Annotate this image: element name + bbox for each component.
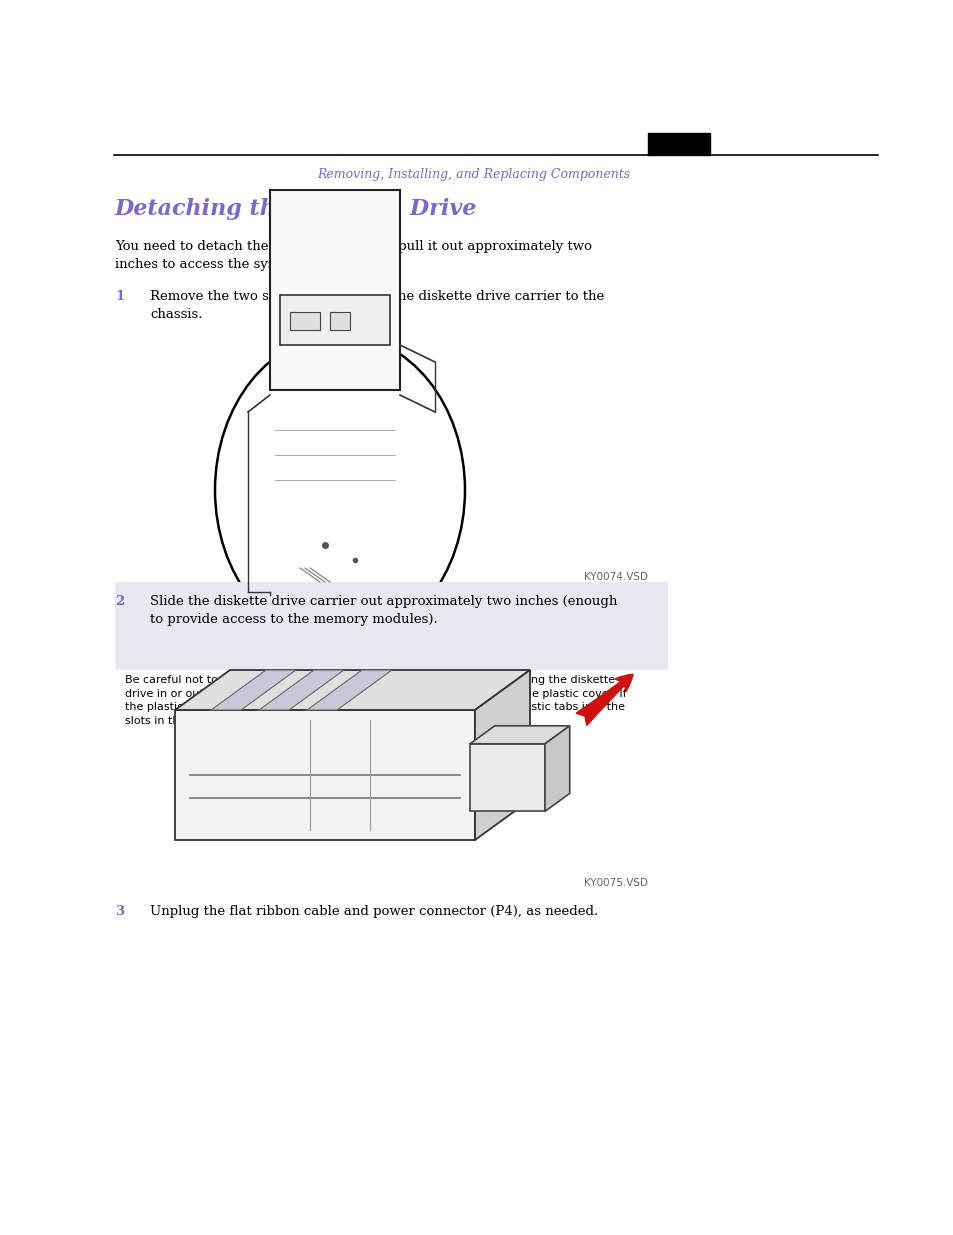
Text: KY0074.VSD: KY0074.VSD [583,572,647,582]
Polygon shape [470,726,569,743]
Polygon shape [544,726,569,811]
Polygon shape [475,671,530,840]
Polygon shape [307,671,392,710]
Polygon shape [470,743,544,811]
Text: 1: 1 [115,290,124,303]
Text: You need to detach the diskette drive and pull it out approximately two
inches t: You need to detach the diskette drive an… [115,240,592,270]
Text: Unplug the flat ribbon cable and power connector (P4), as needed.: Unplug the flat ribbon cable and power c… [150,905,598,918]
Polygon shape [174,671,530,710]
Bar [280,295,390,345]
Text: 3: 3 [115,905,124,918]
Bar [330,312,350,330]
Polygon shape [211,671,295,710]
FancyBboxPatch shape [115,582,667,671]
Text: Removing, Installing, and Replacing Components: Removing, Installing, and Replacing Comp… [316,168,629,182]
Bar [647,133,709,156]
Text: 2: 2 [115,595,124,608]
Text: 39: 39 [667,158,690,177]
Bar [270,190,399,390]
Text: Be careful not to hook the plastic LED and power-switch cover when sliding the d: Be careful not to hook the plastic LED a… [125,676,626,726]
Polygon shape [258,671,344,710]
Text: Detaching the Diskette Drive: Detaching the Diskette Drive [115,198,476,220]
Polygon shape [174,710,475,840]
Bar [290,312,319,330]
Text: Slide the diskette drive carrier out approximately two inches (enough
to provide: Slide the diskette drive carrier out app… [150,595,617,626]
Text: Remove the two screws that secure the diskette drive carrier to the
chassis.: Remove the two screws that secure the di… [150,290,603,321]
Text: KY0075.VSD: KY0075.VSD [583,878,647,888]
